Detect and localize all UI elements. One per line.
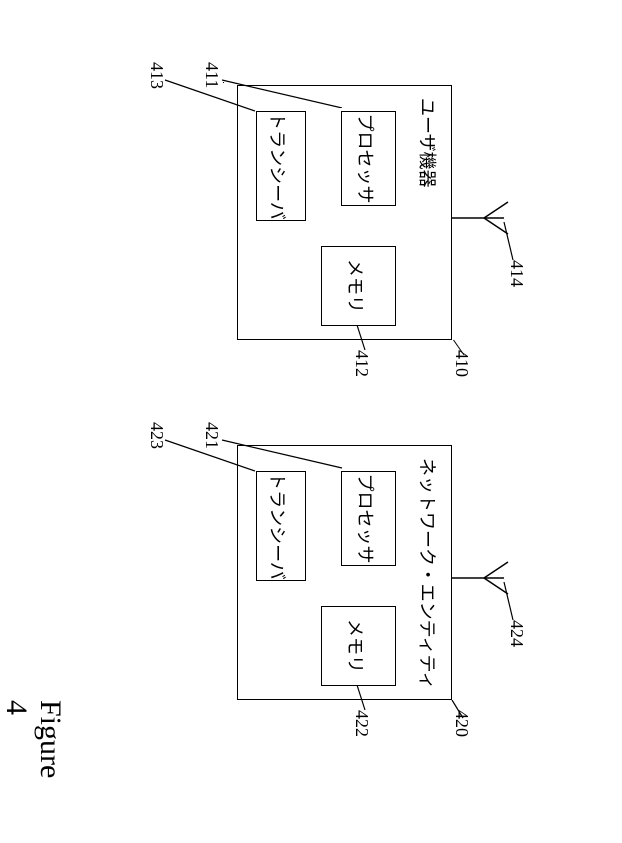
ue-ref: 410 — [451, 350, 472, 377]
ne-memory-box: メモリ — [321, 606, 396, 686]
ne-memory-leader-svg — [352, 685, 367, 715]
ue-transceiver-label: トランシーバ — [265, 112, 291, 220]
ne-title: ネットワーク・エンティティ — [415, 458, 441, 689]
ue-transceiver-box: トランシーバ — [256, 111, 306, 221]
ne-processor-box: プロセッサ — [341, 471, 396, 566]
ne-processor-label: プロセッサ — [353, 472, 379, 565]
ue-memory-label: メモリ — [343, 247, 369, 325]
ue-transceiver-leader-svg — [162, 78, 257, 113]
ue-processor-box: プロセッサ — [341, 111, 396, 206]
ue-antenna-ref: 414 — [506, 260, 527, 287]
ue-antenna-leader-svg — [502, 222, 514, 262]
ne-box: ネットワーク・エンティティ プロセッサ メモリ トランシーバ — [237, 445, 452, 700]
diagram-canvas: ユーザ機器 プロセッサ メモリ トランシーバ 410 411 412 413 — [0, 0, 622, 622]
ue-memory-leader-svg — [352, 325, 367, 355]
ue-box: ユーザ機器 プロセッサ メモリ トランシーバ — [237, 85, 452, 340]
ne-memory-label: メモリ — [343, 607, 369, 685]
figure-caption: Figure 4 — [0, 700, 67, 778]
ue-title: ユーザ機器 — [415, 98, 441, 188]
ne-transceiver-label: トランシーバ — [265, 472, 291, 580]
ne-ref-leader-svg — [450, 700, 464, 720]
ne-antenna-ref: 424 — [506, 620, 527, 647]
ue-processor-label: プロセッサ — [353, 112, 379, 205]
ne-transceiver-box: トランシーバ — [256, 471, 306, 581]
ue-memory-box: メモリ — [321, 246, 396, 326]
ne-antenna-leader-svg — [502, 582, 514, 622]
ne-transceiver-leader-svg — [162, 438, 257, 473]
